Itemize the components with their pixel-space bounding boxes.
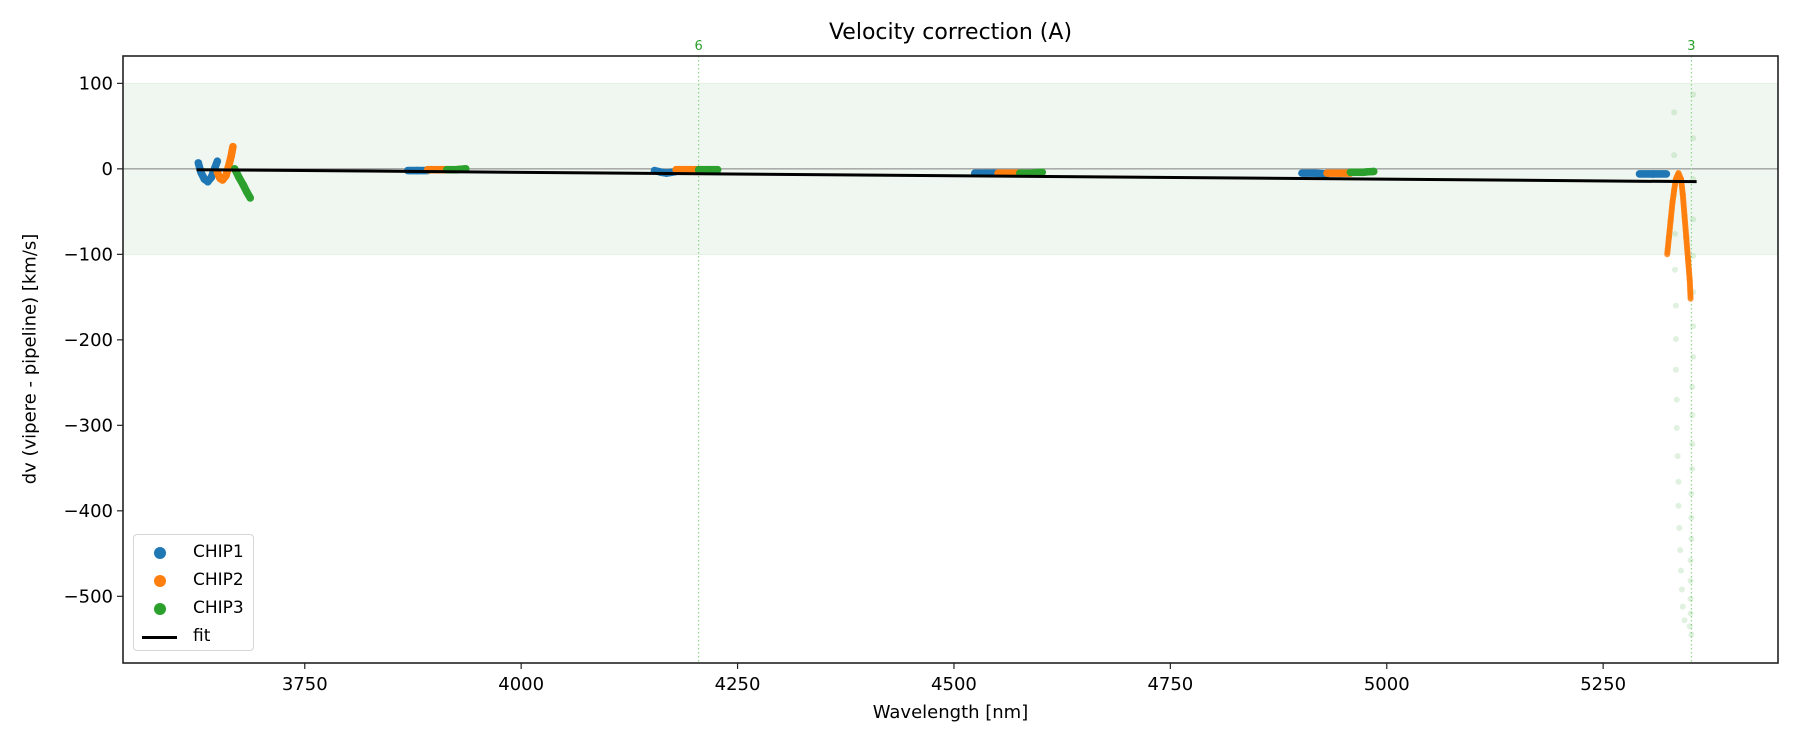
y-tick-label: 0 — [102, 159, 113, 180]
fit-line — [196, 168, 1697, 184]
data-point — [1038, 168, 1047, 177]
outlier-point — [1688, 490, 1695, 497]
y-tick-label: −400 — [64, 501, 113, 522]
x-tick-label: 5000 — [1364, 674, 1410, 695]
data-point — [213, 157, 222, 165]
outlier-point — [1688, 536, 1695, 543]
y-tick-label: −200 — [64, 330, 113, 351]
outlier-point — [1689, 441, 1696, 448]
y-tick-label: −100 — [64, 244, 113, 265]
outlier-point — [1672, 335, 1679, 342]
outlier-point — [1688, 631, 1695, 638]
outlier-point — [1671, 230, 1678, 237]
legend-label: CHIP1 — [193, 542, 244, 562]
x-tick-label: 4500 — [931, 674, 977, 695]
data-layer — [194, 91, 1697, 638]
outlier-point — [1689, 412, 1696, 419]
outlier-point — [1675, 502, 1682, 509]
legend-item-chip3: CHIP3 — [134, 597, 253, 621]
outlier-point — [1690, 253, 1697, 260]
outlier-point — [1672, 366, 1679, 373]
chart-title: Velocity correction (A) — [828, 20, 1073, 45]
outlier-point — [1687, 557, 1694, 564]
x-tick-label: 3750 — [282, 674, 328, 695]
outlier-point — [1678, 586, 1685, 593]
x-tick-label: 4000 — [498, 674, 544, 695]
legend-label: CHIP3 — [193, 598, 244, 618]
y-tick-label: 100 — [79, 73, 113, 94]
x-tick-label: 5250 — [1580, 674, 1626, 695]
x-axis-label: Wavelength [nm] — [872, 702, 1029, 723]
axes-frame — [122, 55, 1779, 664]
order-marker-label: 6 — [694, 39, 702, 54]
legend: CHIP1 CHIP2 CHIP3 fit — [133, 534, 254, 651]
outlier-point — [1673, 396, 1680, 403]
outlier-point — [1673, 424, 1680, 431]
outlier-point — [1690, 353, 1697, 360]
legend-item-chip1: CHIP1 — [134, 541, 253, 565]
order-marker-label: 3 — [1687, 39, 1695, 54]
y-axis-label: dv (vipere - pipeline) [km/s] — [19, 233, 41, 485]
outlier-point — [1690, 216, 1697, 223]
line-marker-icon — [142, 636, 177, 639]
x-tick-label: 4750 — [1147, 674, 1193, 695]
outlier-point — [1690, 135, 1697, 142]
data-point — [1687, 295, 1694, 302]
outlier-point — [1675, 478, 1682, 485]
y-tick-label: −500 — [64, 586, 113, 607]
outlier-point — [1687, 577, 1694, 584]
data-point — [713, 165, 722, 174]
outlier-point — [1686, 623, 1693, 630]
outlier-point — [1671, 152, 1678, 159]
legend-label: fit — [193, 626, 211, 646]
outlier-point — [1689, 465, 1696, 472]
outlier-point — [1671, 109, 1678, 116]
outlier-point — [1690, 91, 1697, 98]
outlier-point — [1676, 524, 1683, 531]
data-point — [229, 142, 237, 151]
outlier-point — [1689, 383, 1696, 390]
outlier-point — [1690, 323, 1697, 330]
outlier-point — [1681, 617, 1688, 624]
legend-label: CHIP2 — [193, 570, 244, 590]
circle-marker-icon — [154, 575, 166, 587]
outlier-point — [1687, 610, 1694, 617]
y-tick-label: −300 — [64, 415, 113, 436]
outlier-point — [1674, 453, 1681, 460]
outlier-point — [1687, 595, 1694, 602]
circle-marker-icon — [154, 603, 166, 615]
outlier-point — [1688, 514, 1695, 521]
data-point — [246, 194, 255, 202]
data-point — [1662, 170, 1671, 178]
x-tick-label: 4250 — [715, 674, 761, 695]
outlier-point — [1679, 603, 1686, 610]
circle-marker-icon — [154, 547, 166, 559]
legend-item-fit: fit — [134, 625, 253, 649]
outlier-point — [1677, 547, 1684, 554]
outlier-point — [1672, 302, 1679, 309]
outlier-point — [1678, 567, 1685, 574]
data-point — [1369, 167, 1378, 176]
outlier-point — [1671, 266, 1678, 273]
legend-item-chip2: CHIP2 — [134, 569, 253, 593]
